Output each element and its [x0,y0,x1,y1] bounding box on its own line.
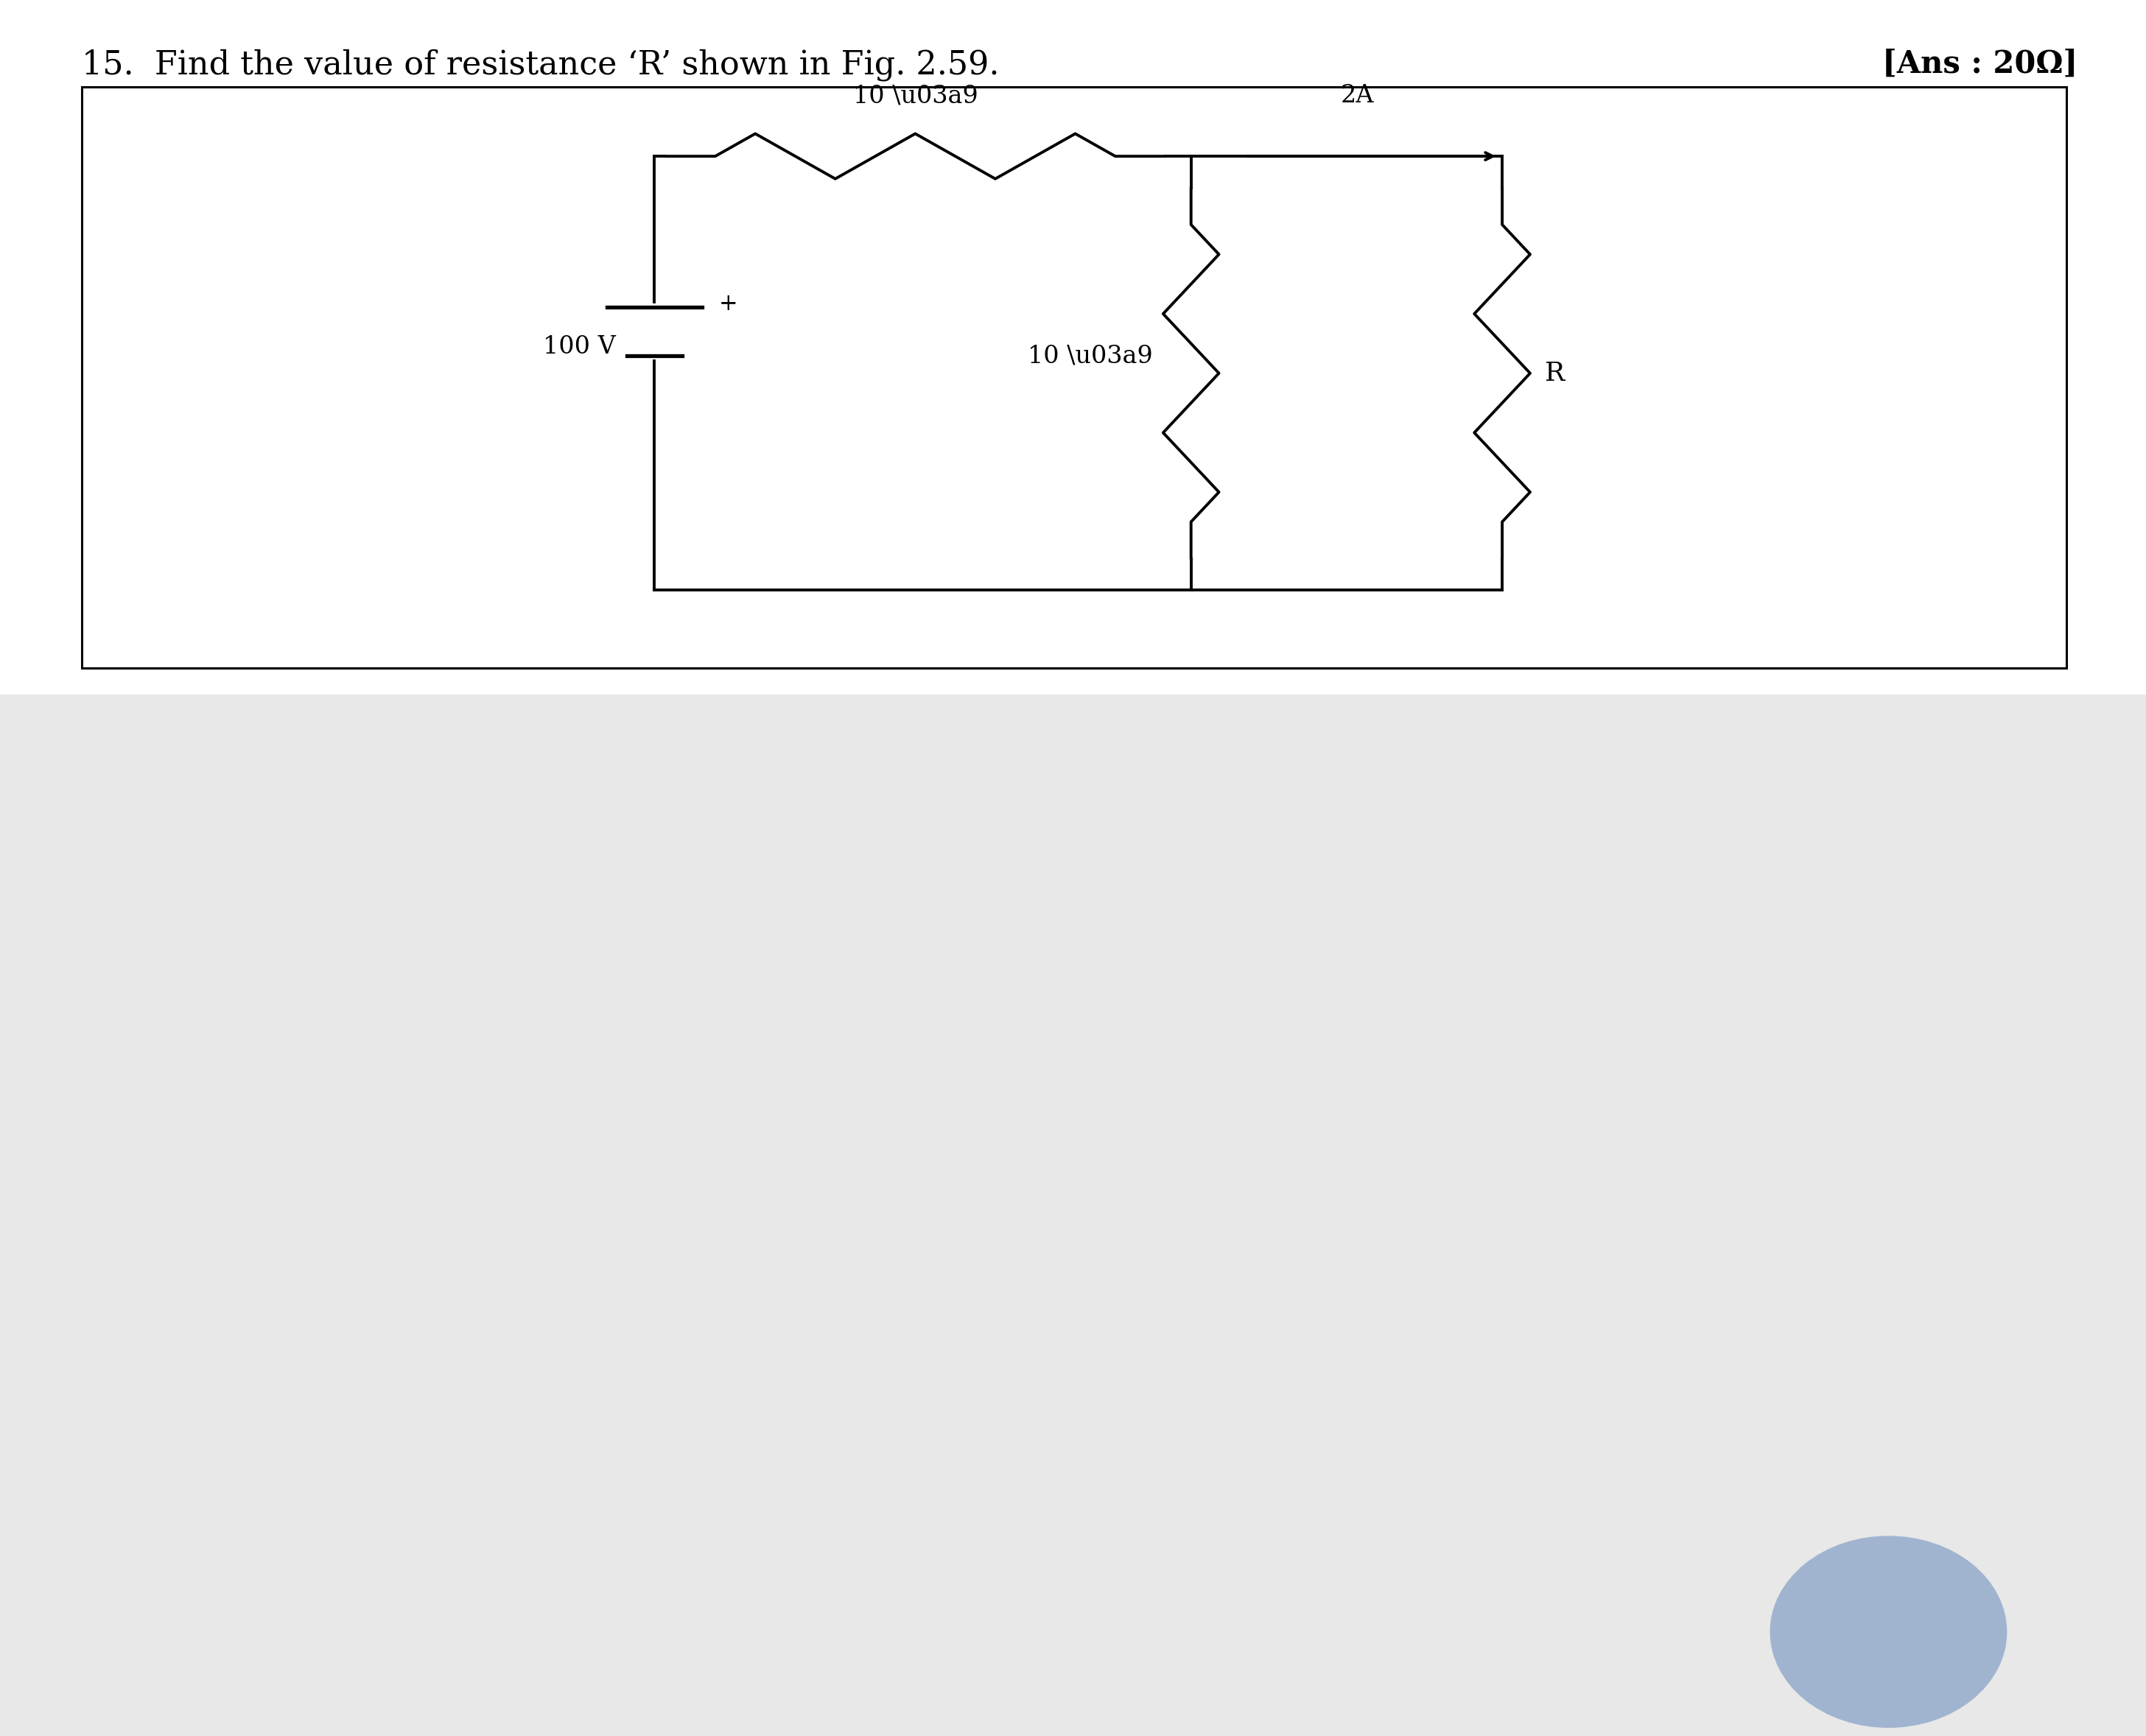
Text: 100 V: 100 V [543,335,616,359]
Text: R: R [1545,361,1564,385]
Text: 10 \u03a9: 10 \u03a9 [852,83,979,108]
Text: 10 \u03a9: 10 \u03a9 [1028,344,1152,368]
Bar [0,694,2146,1736]
Bar [82,87,2067,668]
Circle shape [1770,1536,2007,1727]
Text: +: + [719,292,738,316]
Text: 2A: 2A [1341,83,1373,108]
Text: 15.  Find the value of resistance ‘R’ shown in Fig. 2.59.: 15. Find the value of resistance ‘R’ sho… [82,49,1000,82]
Text: [Ans : 20Ω]: [Ans : 20Ω] [1882,49,2077,80]
